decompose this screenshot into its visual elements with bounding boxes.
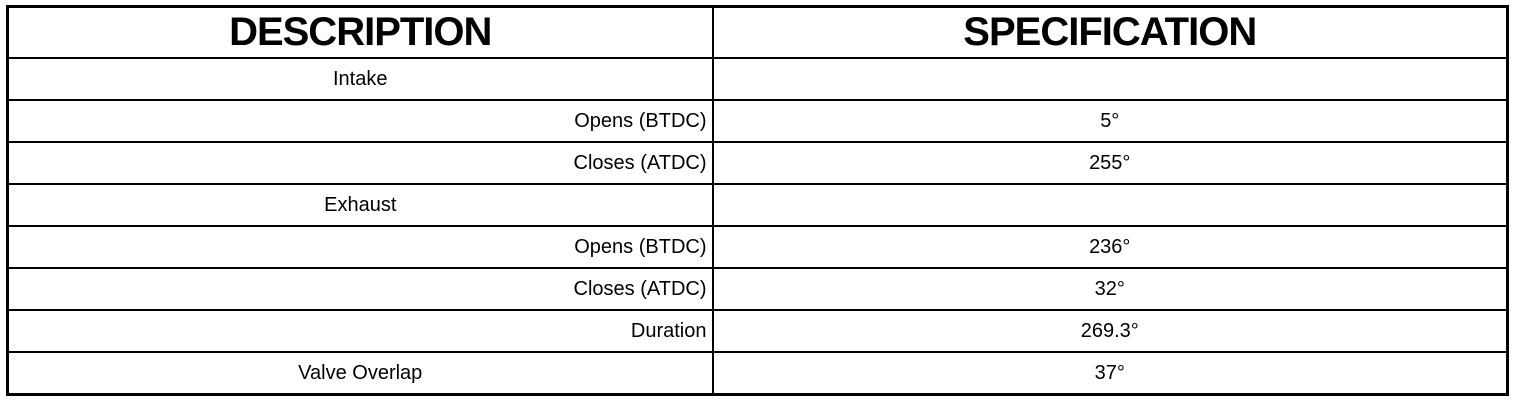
table-row: Exhaust (6, 183, 1509, 227)
description-cell: Closes (ATDC) (6, 267, 714, 311)
table-row: Valve Overlap 37° (6, 351, 1509, 396)
table-row: Intake (6, 57, 1509, 101)
specification-cell: 37° (711, 351, 1509, 396)
specification-cell (711, 183, 1509, 227)
specification-cell (711, 57, 1509, 101)
table-row: Closes (ATDC) 255° (6, 141, 1509, 185)
specification-cell: 32° (711, 267, 1509, 311)
table-row: Opens (BTDC) 236° (6, 225, 1509, 269)
valve-timing-spec-table: DESCRIPTION SPECIFICATION Intake Opens (B… (6, 5, 1509, 396)
description-cell: Opens (BTDC) (6, 225, 714, 269)
specification-header: SPECIFICATION (711, 5, 1509, 59)
description-cell: Closes (ATDC) (6, 141, 714, 185)
description-cell: Opens (BTDC) (6, 99, 714, 143)
description-cell: Exhaust (6, 183, 714, 227)
description-cell: Duration (6, 309, 714, 353)
specification-cell: 255° (711, 141, 1509, 185)
specification-cell: 269.3° (711, 309, 1509, 353)
specification-cell: 5° (711, 99, 1509, 143)
description-header: DESCRIPTION (6, 5, 714, 59)
table-row: Duration 269.3° (6, 309, 1509, 353)
header-row: DESCRIPTION SPECIFICATION (6, 5, 1509, 59)
specification-cell: 236° (711, 225, 1509, 269)
description-cell: Valve Overlap (6, 351, 714, 396)
table-row: Closes (ATDC) 32° (6, 267, 1509, 311)
description-cell: Intake (6, 57, 714, 101)
table-row: Opens (BTDC) 5° (6, 99, 1509, 143)
